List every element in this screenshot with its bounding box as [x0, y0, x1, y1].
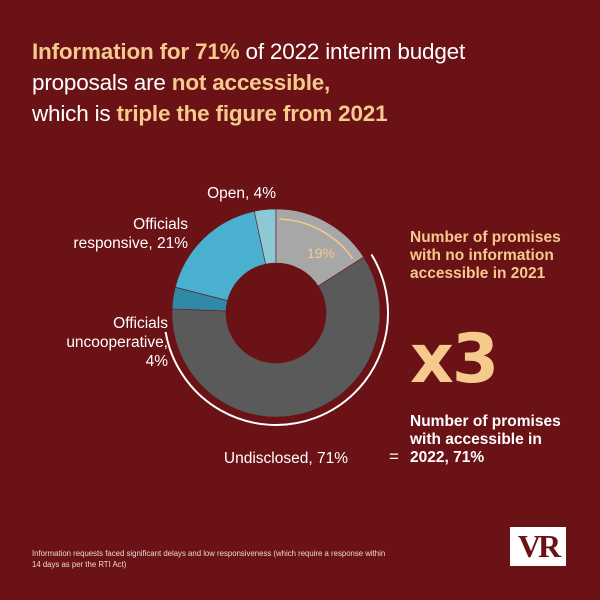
headline-text-2: which is	[32, 101, 117, 126]
footnote: Information requests faced significant d…	[32, 549, 386, 569]
arc-indicator-71	[164, 253, 389, 426]
label-uncooperative: Officials uncooperative, 4%	[40, 314, 168, 371]
headline-highlight-3: triple the figure from 2021	[116, 101, 388, 126]
label-undisclosed: Undisclosed, 71%	[200, 449, 348, 468]
label-uncooperative-line2: uncooperative, 4%	[66, 334, 168, 370]
headline: Information for 71% of 2022 interim budg…	[32, 36, 552, 129]
callout-2022: Number of promises with accessible in 20…	[410, 413, 561, 466]
equals-sign: =	[389, 447, 399, 466]
donut-slice-4	[174, 210, 266, 301]
headline-highlight-1: Information for 71%	[32, 39, 240, 64]
vr-logo: VR	[510, 527, 566, 566]
arc-indicator-19	[279, 218, 354, 259]
slice-label-19: 19%	[307, 245, 335, 261]
label-responsive-line2: responsive, 21%	[73, 235, 188, 252]
multiplier-x3: x3	[410, 320, 499, 399]
label-open: Open, 4%	[170, 184, 276, 203]
label-responsive-line1: Officials	[133, 216, 188, 233]
label-responsive: Officials responsive, 21%	[60, 215, 188, 253]
donut-slice-2	[171, 256, 381, 418]
label-undisclosed-text: Undisclosed, 71%	[223, 450, 348, 467]
callout-2021: Number of promises with no information a…	[410, 229, 561, 282]
headline-highlight-2: not accessible,	[171, 70, 331, 95]
label-uncooperative-line1: Officials	[113, 315, 168, 332]
label-open-text: Open, 4%	[207, 185, 276, 202]
headline-text-1: of 2022 interim budget proposals are	[32, 39, 466, 95]
